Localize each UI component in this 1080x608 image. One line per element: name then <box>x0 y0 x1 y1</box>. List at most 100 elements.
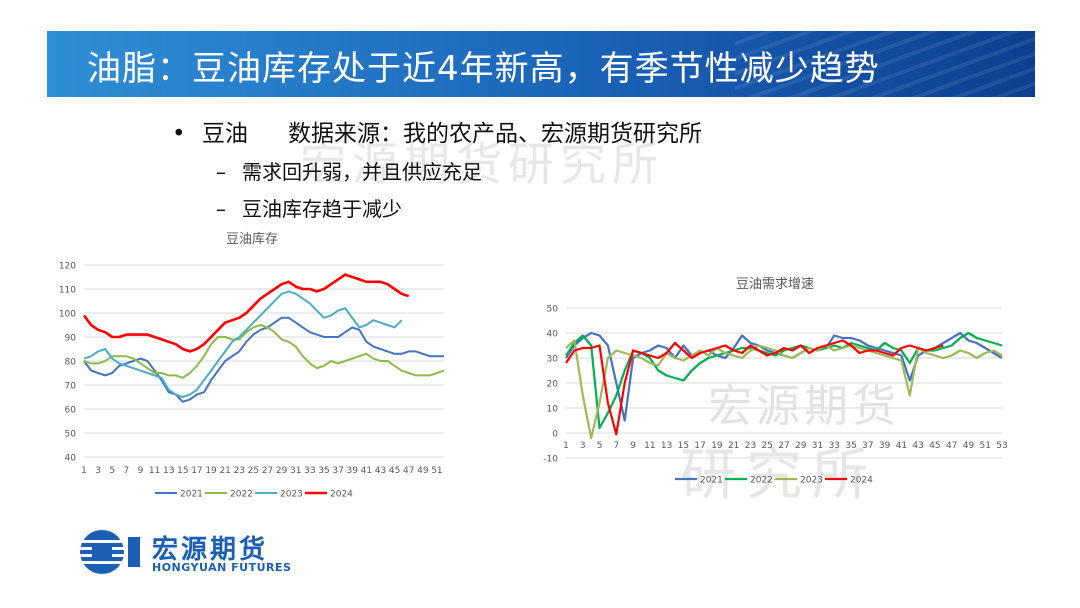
x-tick-label: 21 <box>728 441 739 451</box>
legend-label: 2024 <box>850 476 873 486</box>
x-tick-label: 5 <box>109 466 115 476</box>
y-tick-label: 0 <box>552 430 558 440</box>
x-tick-label: 47 <box>946 441 957 451</box>
x-tick-label: 43 <box>912 441 923 451</box>
company-logo: 宏源期货 HONGYUAN FUTURES <box>74 527 314 577</box>
title-bar-decoration <box>735 31 1035 97</box>
x-tick-label: 35 <box>845 441 856 451</box>
x-tick-label: 39 <box>347 466 359 476</box>
y-tick-label: 40 <box>547 330 559 340</box>
x-tick-label: 9 <box>630 441 636 451</box>
watermark: 研究所 <box>680 443 878 508</box>
x-tick-label: 3 <box>580 441 586 451</box>
x-tick-label: 25 <box>248 466 259 476</box>
logo-text-en: HONGYUAN FUTURES <box>152 561 292 574</box>
y-tick-label: 60 <box>65 406 77 416</box>
x-tick-label: 5 <box>597 441 603 451</box>
y-tick-label: 20 <box>547 380 559 390</box>
legend-label: 2023 <box>800 476 823 486</box>
x-tick-label: 53 <box>996 441 1007 451</box>
x-tick-label: 37 <box>332 466 343 476</box>
x-tick-label: 13 <box>661 441 672 451</box>
y-tick-label: -10 <box>543 455 558 465</box>
x-tick-label: 9 <box>138 466 144 476</box>
bullet-sub: – 豆油库存趋于减少 <box>216 193 702 222</box>
x-tick-label: 27 <box>262 466 273 476</box>
series-line-2024 <box>565 339 944 436</box>
x-tick-label: 37 <box>862 441 873 451</box>
x-tick-label: 27 <box>778 441 789 451</box>
legend-label: 2021 <box>700 476 723 486</box>
x-tick-label: 51 <box>431 466 442 476</box>
dash-icon: – <box>216 160 226 184</box>
bullet-main: • 豆油 数据来源：我的农产品、宏源期货研究所 <box>172 114 702 148</box>
x-tick-label: 21 <box>219 466 230 476</box>
bullet-sub: – 需求回升弱，并且供应充足 <box>216 156 702 185</box>
data-source: 数据来源：我的农产品、宏源期货研究所 <box>288 121 702 147</box>
legend-label: 2021 <box>180 490 203 500</box>
x-tick-label: 11 <box>644 441 655 451</box>
x-tick-label: 31 <box>290 466 301 476</box>
x-tick-label: 7 <box>123 466 129 476</box>
logo-text-cn: 宏源期货 <box>152 535 269 565</box>
y-tick-label: 50 <box>547 305 559 315</box>
x-tick-label: 41 <box>896 441 907 451</box>
x-tick-label: 13 <box>163 466 174 476</box>
series-line-2021 <box>565 331 1003 422</box>
y-tick-label: 90 <box>65 334 77 344</box>
x-tick-label: 29 <box>276 466 288 476</box>
bullet-dot-icon: • <box>172 121 186 147</box>
x-tick-label: 19 <box>711 441 723 451</box>
bullet-sub-text: 豆油库存趋于减少 <box>242 197 402 221</box>
x-tick-label: 19 <box>205 466 217 476</box>
series-line-2023 <box>83 290 403 398</box>
x-tick-label: 23 <box>234 466 245 476</box>
x-tick-label: 17 <box>191 466 202 476</box>
series-line-2021 <box>83 316 444 403</box>
chart-title: 豆油需求增速 <box>736 277 814 292</box>
x-tick-label: 29 <box>795 441 807 451</box>
x-tick-label: 17 <box>694 441 705 451</box>
title-bar: 油脂：豆油库存处于近4年新高，有季节性减少趋势 <box>47 31 1035 97</box>
x-tick-label: 39 <box>879 441 891 451</box>
x-tick-label: 49 <box>417 466 429 476</box>
y-tick-label: 110 <box>59 286 76 296</box>
x-tick-label: 23 <box>745 441 756 451</box>
y-tick-label: 10 <box>547 405 559 415</box>
x-tick-label: 49 <box>963 441 975 451</box>
y-tick-label: 30 <box>547 355 559 365</box>
x-tick-label: 31 <box>812 441 823 451</box>
x-tick-label: 45 <box>929 441 940 451</box>
series-line-2024 <box>82 273 410 353</box>
x-tick-label: 15 <box>678 441 689 451</box>
x-tick-label: 33 <box>829 441 840 451</box>
y-tick-label: 100 <box>59 310 76 320</box>
watermark: 宏源期货研究所 <box>300 137 664 191</box>
chart-title: 豆油库存 <box>226 231 278 247</box>
y-tick-label: 40 <box>65 454 77 464</box>
x-tick-label: 3 <box>95 466 101 476</box>
x-tick-label: 7 <box>613 441 619 451</box>
watermark: 宏源期货 <box>708 381 900 432</box>
x-tick-label: 15 <box>177 466 188 476</box>
x-tick-label: 45 <box>389 466 400 476</box>
legend-label: 2024 <box>330 490 353 500</box>
x-tick-label: 47 <box>403 466 414 476</box>
legend-label: 2022 <box>750 476 773 486</box>
legend-label: 2023 <box>280 490 303 500</box>
y-tick-label: 120 <box>59 262 76 272</box>
bullet-list: • 豆油 数据来源：我的农产品、宏源期货研究所 – 需求回升弱，并且供应充足 – 豆油库… <box>172 114 702 222</box>
x-tick-label: 35 <box>318 466 329 476</box>
y-tick-label: 80 <box>65 358 77 368</box>
x-tick-label: 51 <box>980 441 991 451</box>
x-tick-label: 1 <box>81 466 87 476</box>
slide-title: 油脂：豆油库存处于近4年新高，有季节性减少趋势 <box>87 49 880 89</box>
y-tick-label: 50 <box>65 430 77 440</box>
x-tick-label: 33 <box>304 466 315 476</box>
x-tick-label: 11 <box>149 466 160 476</box>
x-tick-label: 43 <box>375 466 386 476</box>
series-line-2022 <box>83 324 445 379</box>
series-line-2023 <box>565 339 1003 440</box>
y-tick-label: 70 <box>65 382 77 392</box>
